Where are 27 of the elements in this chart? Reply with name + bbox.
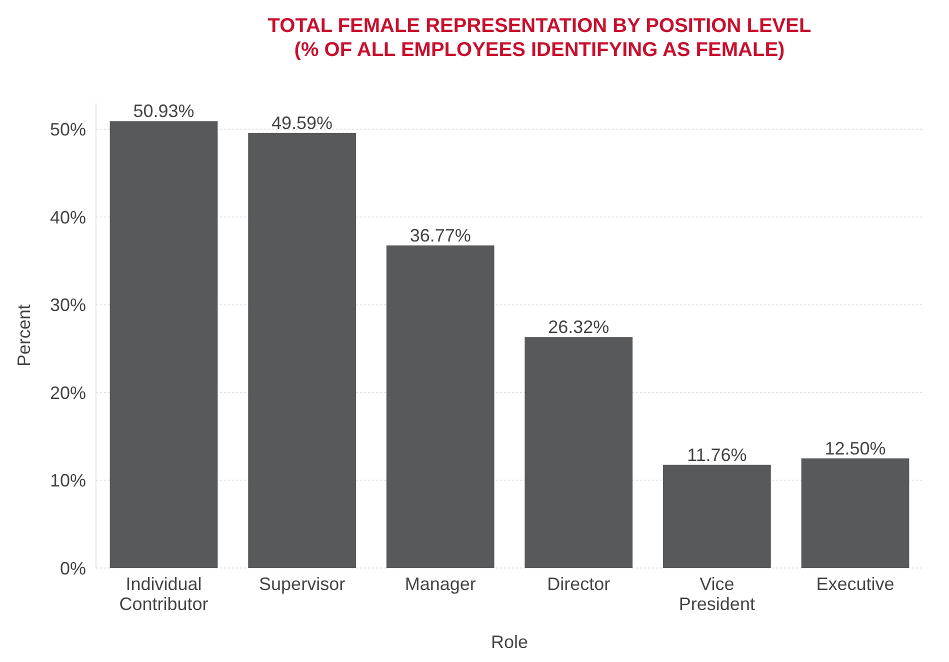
bar xyxy=(386,245,494,568)
data-label: 12.50% xyxy=(824,438,886,458)
y-tick-label: 40% xyxy=(50,207,86,228)
x-tick-label: Manager xyxy=(404,574,476,594)
data-label: 49.59% xyxy=(272,112,333,133)
bar xyxy=(524,337,633,568)
bar xyxy=(801,458,910,568)
y-tick-label: 0% xyxy=(60,558,86,578)
data-label: 11.76% xyxy=(687,444,747,465)
x-tick-label: Vice President xyxy=(678,574,755,614)
bar xyxy=(663,464,771,568)
x-tick-label: Director xyxy=(547,574,610,594)
x-tick-label: Executive xyxy=(816,574,894,594)
data-label: 36.77% xyxy=(410,225,471,246)
y-axis-title: Percent xyxy=(14,304,34,367)
bar xyxy=(248,132,356,568)
data-label: 50.93% xyxy=(133,101,194,122)
bar xyxy=(110,121,218,568)
y-tick-label: 30% xyxy=(50,295,86,316)
x-tick-label: Supervisor xyxy=(259,574,346,594)
y-tick-label: 10% xyxy=(50,470,86,491)
x-axis-title: Role xyxy=(490,632,528,652)
data-label: 26.32% xyxy=(548,317,610,338)
y-tick-label: 20% xyxy=(50,382,86,403)
y-tick-label: 50% xyxy=(50,120,86,140)
chart-title: TOTAL FEMALE REPRESENTATION BY POSITION LEVEL (% OF ALL EMPLOYEES IDENTIFYING AS FEMALE) xyxy=(268,15,812,61)
x-tick-label: Individual Contributor xyxy=(119,574,208,614)
